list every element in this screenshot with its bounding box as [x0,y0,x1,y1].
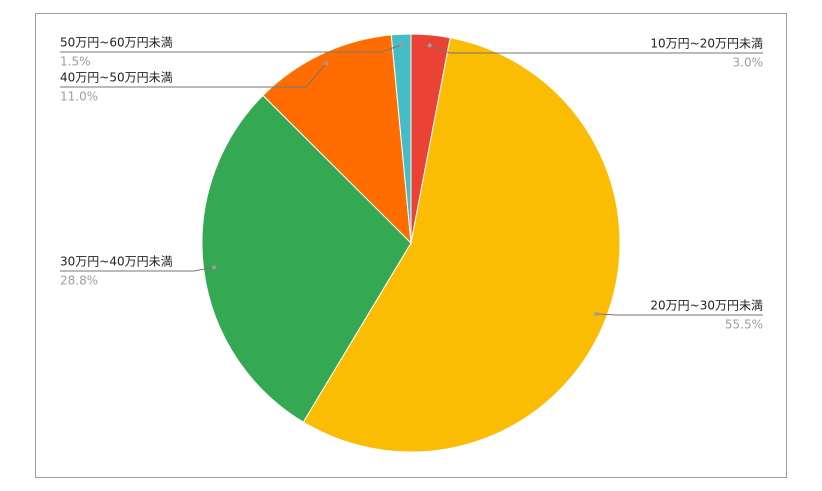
slice-label: 40万円~50万円未満 [60,71,173,85]
leader-line [429,44,763,54]
slice-label: 30万円~40万円未満 [60,255,173,269]
leader-dot [324,61,329,66]
slice-value-label: 3.0% [733,56,764,70]
slice-value-label: 1.5% [60,55,91,69]
pie-slice [390,33,412,244]
slice-label: 10万円~20万円未満 [650,37,763,51]
leader-dot [427,43,432,48]
leader-dot [594,311,599,316]
leader-line [60,266,215,272]
slice-value-label: 55.5% [725,318,763,332]
leader-line [60,44,402,53]
slice-value-label: 11.0% [60,90,98,104]
leader-dot [211,265,216,270]
pie-slice [201,94,412,423]
leader-line [60,63,327,88]
slice-label: 20万円~30万円未満 [650,299,763,313]
slice-label: 50万円~60万円未満 [60,36,173,50]
slice-value-label: 28.8% [60,274,98,288]
leader-dot [399,42,404,47]
pie-slice [302,37,621,453]
leader-line [596,313,763,316]
